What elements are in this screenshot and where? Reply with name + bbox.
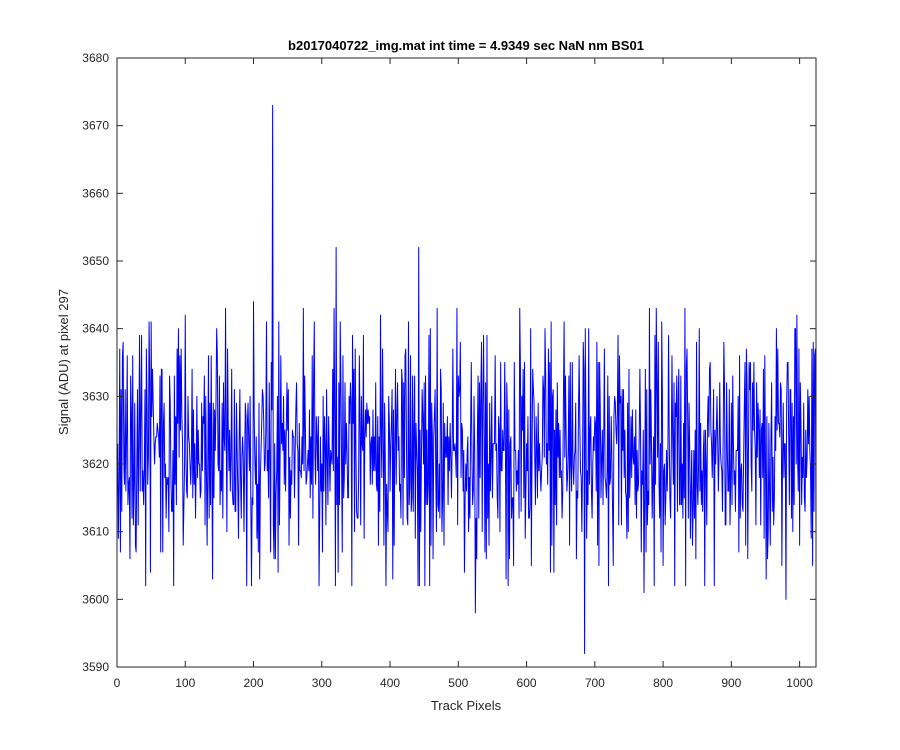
x-tick-label: 1000 <box>786 676 813 690</box>
x-axis-label: Track Pixels <box>431 698 502 713</box>
x-tick-label: 900 <box>721 676 741 690</box>
y-tick-label: 3620 <box>82 457 109 471</box>
x-tick-label: 0 <box>114 676 121 690</box>
x-tick-label: 200 <box>244 676 264 690</box>
y-axis-label: Signal (ADU) at pixel 297 <box>56 289 71 435</box>
series-line <box>117 104 817 654</box>
y-tick-label: 3650 <box>82 254 109 268</box>
y-tick-label: 3610 <box>82 525 109 539</box>
x-tick-label: 100 <box>175 676 195 690</box>
y-tick-label: 3670 <box>82 119 109 133</box>
plot-frame <box>116 57 817 668</box>
chart-title: b2017040722_img.mat int time = 4.9349 se… <box>288 38 644 53</box>
x-tick-label: 400 <box>380 676 400 690</box>
plot-area <box>117 58 816 667</box>
x-tick-label: 800 <box>653 676 673 690</box>
x-tick-label: 700 <box>585 676 605 690</box>
y-tick-label: 3630 <box>82 389 109 403</box>
x-tick-label: 300 <box>312 676 332 690</box>
y-tick-label: 3590 <box>82 660 109 674</box>
x-tick-label: 500 <box>448 676 468 690</box>
y-tick-label: 3640 <box>82 322 109 336</box>
y-tick-label: 3600 <box>82 592 109 606</box>
y-tick-label: 3660 <box>82 186 109 200</box>
x-tick-label: 600 <box>517 676 537 690</box>
y-tick-label: 3680 <box>82 51 109 65</box>
